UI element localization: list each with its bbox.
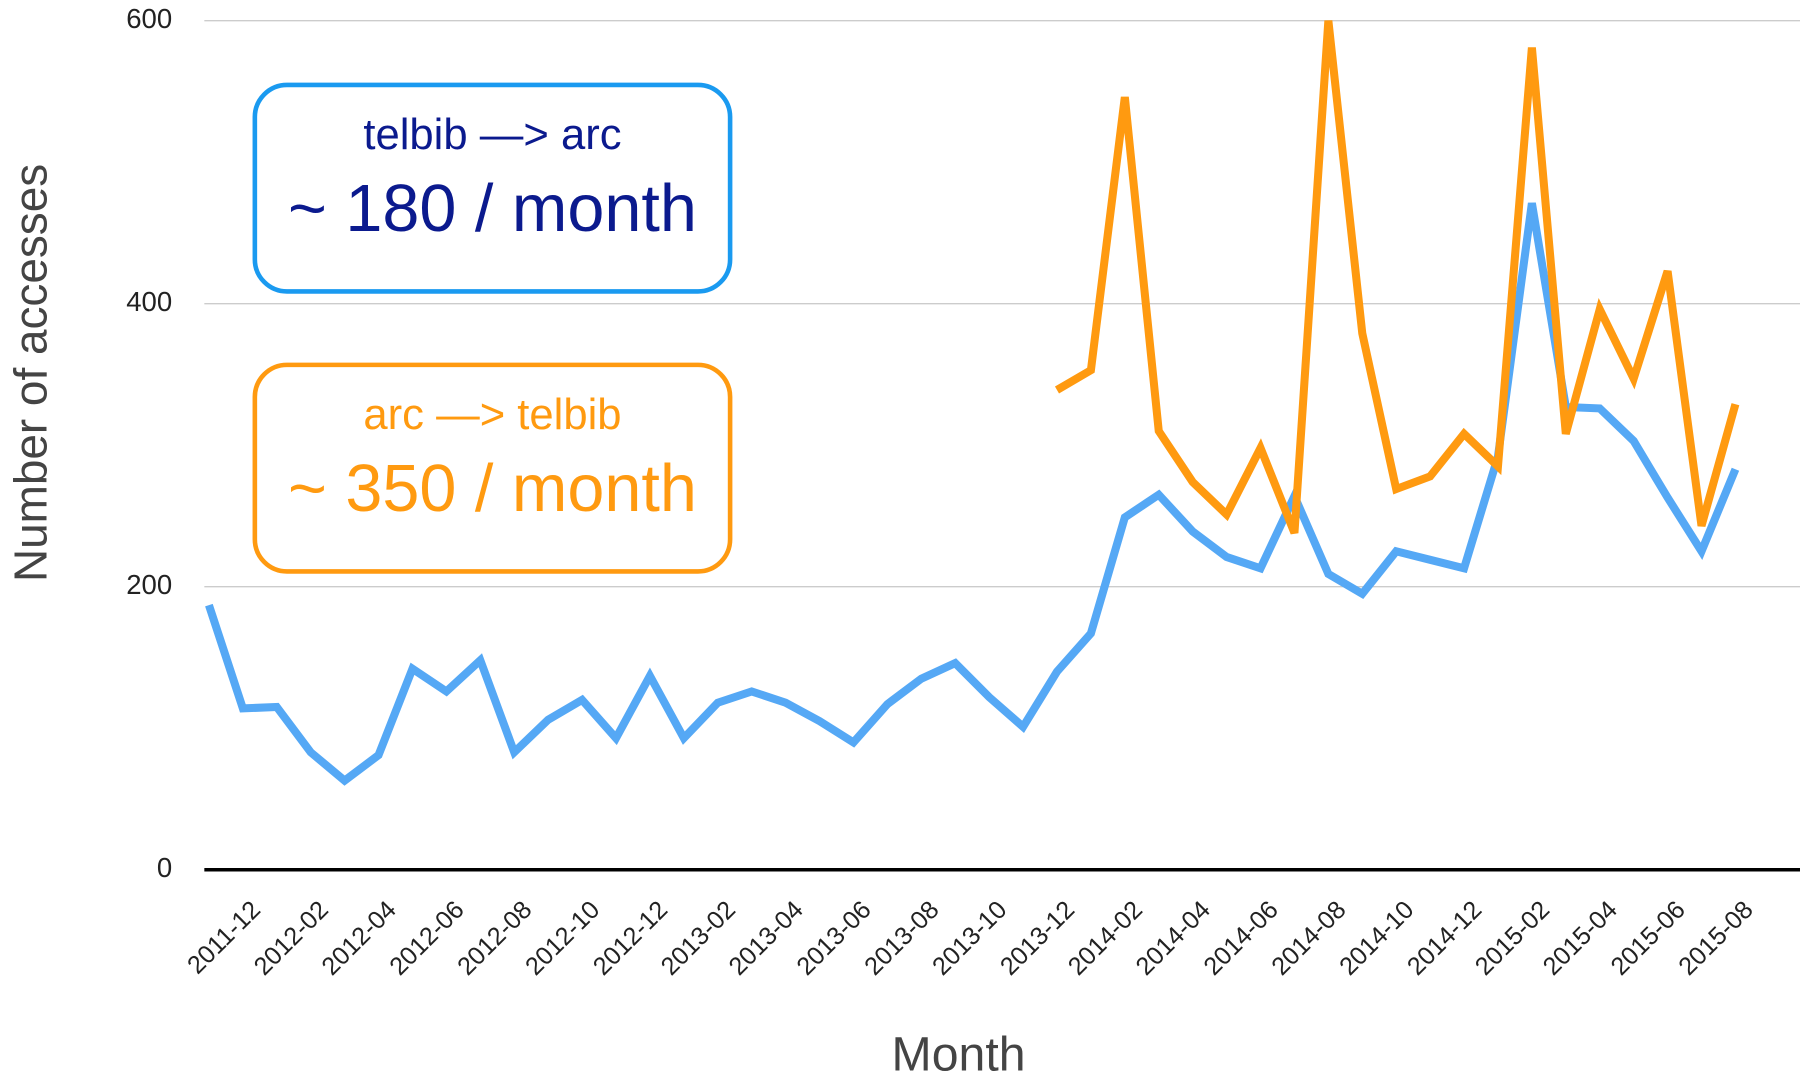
x-tick-label: 2014-04 [1131,896,1216,981]
x-tick-label: 2014-06 [1198,896,1283,981]
x-tick-label: 2014-12 [1402,896,1487,981]
annotation-text: ~ 350 / month [288,452,697,526]
x-tick-label: 2014-10 [1334,896,1419,981]
x-tick-label: 2012-10 [520,896,605,981]
x-tick-label: 2012-04 [316,896,401,981]
series-line [205,202,1740,786]
annotation-title: telbib —> arc [363,111,621,159]
x-axis-label: Month [892,1028,1026,1082]
x-tick-label: 2012-12 [588,896,673,981]
x-tick-label: 2013-06 [791,896,876,981]
y-tick-label: 200 [126,569,172,600]
y-tick-label: 0 [157,852,172,883]
x-tick-label: 2013-10 [927,896,1012,981]
x-tick-label: 2015-04 [1538,896,1623,981]
x-tick-label: 2015-02 [1470,896,1555,981]
x-tick-label: 2012-06 [384,896,469,981]
annotation-title: arc —> telbib [363,391,621,439]
x-tick-label: 2015-08 [1673,896,1758,981]
x-tick-label: 2013-04 [724,896,809,981]
series-line [1054,20,1740,535]
x-tick-label: 2014-08 [1266,896,1351,981]
annotation-text: ~ 180 / month [288,172,697,246]
y-tick-label: 600 [126,3,172,34]
x-tick-label: 2013-08 [859,896,944,981]
y-axis-label: Number of accesses [5,164,57,582]
x-tick-label: 2015-06 [1606,896,1691,981]
annotation-box [252,362,733,574]
x-tick-label: 2014-02 [1063,896,1148,981]
x-tick-label: 2012-08 [452,896,537,981]
x-tick-label: 2012-02 [249,896,334,981]
annotation-box [252,82,733,294]
x-tick-label: 2013-12 [995,896,1080,981]
x-tick-label: 2013-02 [656,896,741,981]
y-tick-label: 400 [126,286,172,317]
